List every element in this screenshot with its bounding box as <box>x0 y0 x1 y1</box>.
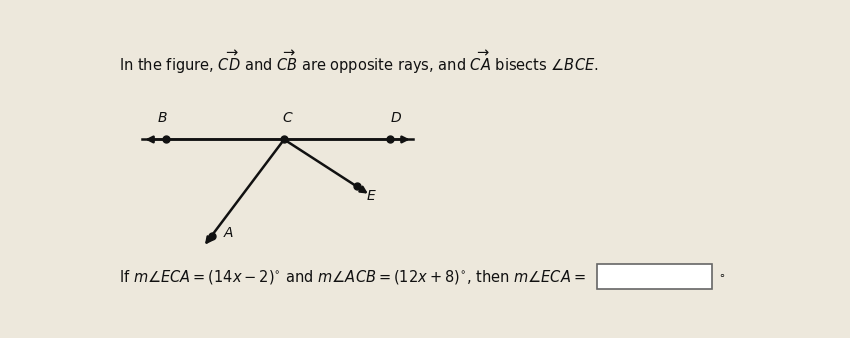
Text: In the figure, $\overrightarrow{CD}$ and $\overrightarrow{CB}$ are opposite rays: In the figure, $\overrightarrow{CD}$ and… <box>119 48 599 75</box>
Text: E: E <box>366 189 375 203</box>
Text: D: D <box>391 111 401 125</box>
Text: If $m\angle ECA=(14x-2)^{\circ}$ and $m\angle ACB=(12x+8)^{\circ}$, then $m\angl: If $m\angle ECA=(14x-2)^{\circ}$ and $m\… <box>119 268 586 286</box>
Text: B: B <box>157 111 167 125</box>
Text: A: A <box>224 226 233 240</box>
Text: C: C <box>282 111 292 125</box>
Text: $\circ$: $\circ$ <box>717 269 725 279</box>
FancyBboxPatch shape <box>597 264 712 289</box>
